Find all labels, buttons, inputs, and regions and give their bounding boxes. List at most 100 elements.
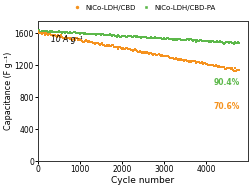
Point <box>115 46 119 49</box>
Point <box>206 64 210 67</box>
Point <box>210 64 214 67</box>
Point <box>136 50 140 53</box>
Point <box>47 30 51 33</box>
Point <box>75 37 79 40</box>
Point <box>182 39 186 42</box>
Point <box>115 35 119 38</box>
Point <box>194 62 198 65</box>
Point <box>125 35 129 38</box>
Point <box>77 32 81 35</box>
Point <box>153 53 158 56</box>
Point <box>46 33 50 36</box>
Point <box>52 30 56 33</box>
Point <box>224 67 228 70</box>
Point <box>200 60 204 64</box>
Point <box>45 32 49 35</box>
Point <box>138 36 142 39</box>
Point <box>41 32 45 35</box>
Point <box>102 33 106 36</box>
Point <box>90 32 94 35</box>
Point <box>59 31 64 34</box>
Point <box>147 52 151 55</box>
Point <box>74 37 78 40</box>
Point <box>130 35 134 38</box>
Point <box>69 38 73 41</box>
Point <box>101 43 105 46</box>
Point <box>79 38 83 41</box>
Point <box>232 42 236 45</box>
Point <box>205 39 209 42</box>
Point <box>105 44 109 47</box>
Point <box>124 46 128 50</box>
Point <box>194 40 198 43</box>
Point <box>91 41 95 44</box>
Point <box>72 31 76 34</box>
Point <box>76 38 80 41</box>
Point <box>192 39 196 42</box>
Point <box>61 36 66 40</box>
Point <box>156 36 161 40</box>
Point <box>108 33 112 36</box>
Point <box>43 33 47 36</box>
Point <box>201 63 205 66</box>
Point <box>56 30 60 33</box>
Point <box>42 32 46 35</box>
Point <box>96 41 100 44</box>
Point <box>133 34 137 37</box>
Point <box>178 37 182 40</box>
Point <box>118 35 122 38</box>
Point <box>137 35 141 38</box>
Point <box>197 40 201 43</box>
Point <box>206 40 210 43</box>
Point <box>195 60 199 63</box>
Point <box>221 65 225 68</box>
Point <box>110 34 114 37</box>
Point <box>119 35 123 38</box>
Point <box>234 70 238 73</box>
Point <box>233 41 237 44</box>
Point <box>48 30 52 33</box>
Point <box>82 33 86 36</box>
Point <box>186 38 190 41</box>
Point <box>131 35 135 38</box>
Point <box>67 31 71 34</box>
Point <box>179 39 183 42</box>
Point <box>103 44 107 47</box>
Point <box>64 31 68 34</box>
Point <box>54 30 58 33</box>
Text: 70.6%: 70.6% <box>213 102 239 111</box>
Point <box>70 37 74 40</box>
Point <box>76 31 80 34</box>
Point <box>74 32 78 35</box>
Point <box>225 41 229 44</box>
Point <box>212 40 216 43</box>
Point <box>237 69 241 72</box>
Point <box>36 30 40 33</box>
Point <box>129 48 133 51</box>
Point <box>52 33 56 36</box>
Point <box>92 32 96 35</box>
Point <box>128 35 132 38</box>
Point <box>182 59 186 62</box>
Point <box>218 66 222 69</box>
Point <box>233 67 237 70</box>
Point <box>62 36 67 39</box>
Point <box>116 47 120 50</box>
Point <box>192 60 196 63</box>
Point <box>84 38 88 41</box>
Point <box>175 58 179 61</box>
Point <box>71 39 75 42</box>
Point <box>84 32 88 35</box>
Point <box>127 35 131 38</box>
Point <box>208 40 212 43</box>
Point <box>99 34 103 37</box>
Point <box>144 35 148 38</box>
Point <box>73 31 77 34</box>
Point <box>141 50 145 53</box>
Text: 90.4%: 90.4% <box>213 78 239 87</box>
Point <box>148 52 152 55</box>
Point <box>43 29 47 32</box>
Point <box>212 65 216 68</box>
Point <box>236 41 240 44</box>
Point <box>135 50 139 53</box>
